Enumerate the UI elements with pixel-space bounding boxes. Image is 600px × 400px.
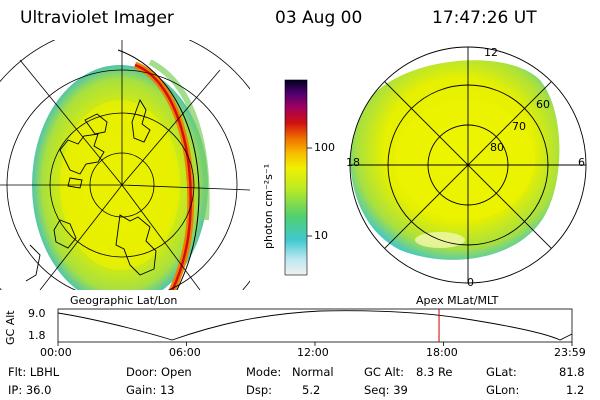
timeline-ylabel: GC Alt	[4, 310, 17, 345]
colorbar	[284, 79, 308, 276]
info-dsp-value: 5.2	[302, 383, 321, 397]
date-label: 03 Aug 00	[275, 8, 363, 28]
colorbar-unit-label: photon cm⁻²s⁻¹	[262, 163, 275, 249]
info-gain: Gain: 13	[126, 383, 175, 397]
altitude-timeline	[57, 308, 573, 346]
timeline-xtick-1200: 12:00	[297, 346, 329, 359]
info-glat-label: GLat:	[486, 365, 517, 379]
colorbar-tick-100: 100	[314, 141, 335, 154]
mlt-label-18: 18	[346, 156, 360, 169]
mlt-label-6: 6	[578, 156, 585, 169]
geographic-caption: Geographic Lat/Lon	[70, 294, 178, 307]
time-label: 17:47:26 UT	[432, 8, 537, 28]
info-mode-label: Mode:	[246, 365, 282, 379]
info-dsp-label: Dsp:	[246, 383, 273, 397]
mlt-label-12: 12	[484, 46, 498, 59]
lat-label-60: 60	[536, 98, 550, 111]
timeline-ymax: 9.0	[28, 307, 46, 320]
colorbar-tick-10: 10	[314, 229, 328, 242]
info-door: Door: Open	[126, 365, 192, 379]
info-glon-value: 1.2	[566, 383, 585, 397]
lat-label-80: 80	[490, 141, 504, 154]
info-filter: Flt: LBHL	[8, 365, 60, 379]
info-gcalt-label: GC Alt:	[364, 365, 405, 379]
timeline-xtick-0000: 00:00	[40, 346, 72, 359]
info-glat-value: 81.8	[559, 365, 585, 379]
magnetic-map	[349, 46, 587, 284]
info-seq: Seq: 39	[364, 383, 408, 397]
info-ip: IP: 36.0	[8, 383, 52, 397]
info-gcalt-value: 8.3 Re	[416, 365, 453, 379]
app-title: Ultraviolet Imager	[20, 8, 174, 28]
magnetic-caption: Apex MLat/MLT	[416, 294, 499, 307]
info-glon-label: GLon:	[486, 383, 520, 397]
mlt-label-0: 0	[467, 276, 474, 289]
geographic-map	[0, 40, 250, 290]
lat-label-70: 70	[512, 120, 526, 133]
timeline-xtick-1800: 18:00	[426, 346, 458, 359]
info-mode-value: Normal	[292, 365, 334, 379]
timeline-ymin: 1.8	[28, 329, 46, 342]
timeline-xtick-2359: 23:59	[554, 346, 586, 359]
timeline-xtick-0600: 06:00	[169, 346, 201, 359]
